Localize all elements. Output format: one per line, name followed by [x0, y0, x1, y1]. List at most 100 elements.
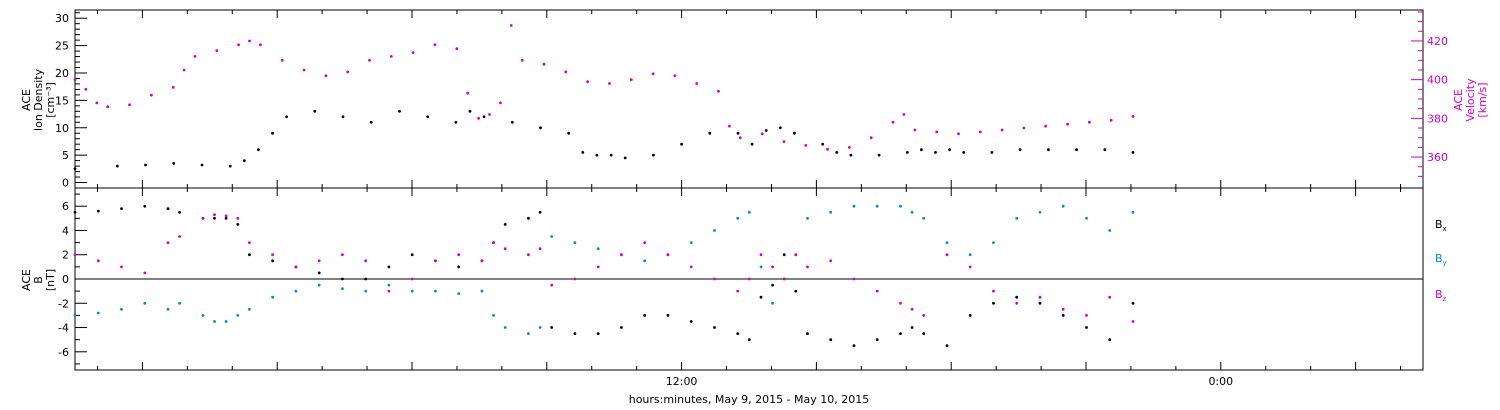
top-panel-frame — [74, 9, 1424, 189]
data-point — [115, 164, 119, 168]
data-point — [271, 253, 274, 257]
data-point — [595, 153, 599, 157]
data-point — [84, 87, 88, 91]
data-point — [713, 277, 716, 281]
data-point — [466, 91, 470, 95]
bottom-ylabel-line3: [nT] — [44, 269, 57, 291]
data-point — [1061, 307, 1065, 311]
data-point — [237, 43, 241, 47]
data-point — [224, 214, 228, 218]
data-point — [1075, 148, 1078, 152]
data-point — [717, 89, 720, 93]
data-point — [96, 311, 100, 315]
data-point — [364, 259, 368, 263]
data-point — [550, 235, 554, 238]
data-point — [1131, 115, 1135, 118]
y-tick-label: 15 — [55, 94, 69, 107]
y-tick-label: 5 — [62, 149, 69, 162]
data-point — [826, 147, 829, 151]
data-point — [581, 151, 585, 154]
data-point — [910, 307, 914, 311]
data-point — [410, 253, 414, 257]
data-point — [945, 241, 949, 245]
data-point — [760, 132, 764, 136]
data-point — [410, 289, 414, 293]
data-point — [736, 131, 740, 135]
data-point — [1038, 301, 1042, 305]
bottom-panel-ticks: -6 -4 -2 0 2 4 6 — [58, 193, 87, 365]
data-point — [144, 163, 147, 167]
data-point — [324, 74, 328, 78]
data-point — [224, 216, 228, 220]
data-point — [341, 115, 345, 119]
data-point — [652, 153, 655, 157]
legend-by: By — [1435, 252, 1447, 267]
data-point — [73, 314, 77, 317]
data-point — [643, 241, 647, 245]
data-point — [793, 131, 796, 135]
data-point — [596, 332, 600, 335]
data-point — [538, 326, 542, 329]
data-point — [178, 301, 182, 305]
data-point — [1131, 210, 1135, 214]
data-point — [539, 126, 542, 130]
top-panel-ticks: 0 5 10 15 20 25 30 360 380 400 420 — [55, 11, 1448, 190]
data-point — [248, 39, 251, 43]
top-ylabel-line3: [cm⁻³] — [44, 82, 57, 118]
data-point — [143, 271, 147, 275]
data-point — [143, 301, 147, 305]
data-point — [771, 265, 774, 269]
data-point — [96, 259, 100, 263]
data-point — [368, 58, 371, 62]
data-point — [542, 62, 546, 66]
data-point — [95, 101, 99, 105]
data-point — [317, 271, 321, 275]
data-point — [666, 253, 670, 257]
data-point — [968, 314, 972, 317]
data-point — [875, 289, 879, 293]
data-point — [364, 277, 368, 281]
data-point — [695, 82, 699, 85]
x-axis-title: hours:minutes, May 9, 2015 - May 10, 201… — [629, 393, 870, 406]
data-point — [480, 259, 484, 263]
data-point — [302, 68, 306, 72]
data-point — [166, 307, 170, 311]
data-point — [128, 103, 131, 107]
data-point — [426, 115, 430, 119]
data-point — [433, 43, 437, 47]
data-point — [509, 24, 513, 27]
data-point — [236, 314, 240, 317]
data-point — [120, 207, 123, 211]
data-point — [747, 277, 751, 281]
data-point — [869, 136, 873, 140]
legend-bz: Bz — [1435, 288, 1447, 303]
data-point — [806, 265, 809, 269]
data-point — [171, 86, 175, 89]
data-point — [666, 314, 670, 317]
data-point — [804, 144, 808, 147]
data-point — [829, 338, 833, 342]
data-point — [457, 253, 461, 257]
data-point — [759, 295, 763, 299]
data-point — [257, 148, 260, 152]
data-point — [294, 265, 298, 269]
data-point — [387, 265, 391, 269]
data-point — [759, 265, 763, 269]
data-point — [538, 210, 542, 214]
data-point — [346, 70, 350, 74]
data-point — [689, 320, 693, 323]
data-point — [201, 314, 205, 317]
data-point — [564, 70, 568, 74]
data-point — [596, 265, 600, 269]
data-point — [1085, 326, 1088, 329]
data-point — [899, 332, 902, 335]
data-point — [978, 130, 982, 134]
y2-tick-label: 420 — [1427, 35, 1448, 48]
b-tick-label: 0 — [62, 273, 69, 286]
data-point — [891, 120, 895, 124]
data-point — [875, 204, 879, 208]
data-point — [538, 247, 542, 251]
data-point — [968, 265, 972, 269]
data-point — [1109, 118, 1113, 122]
